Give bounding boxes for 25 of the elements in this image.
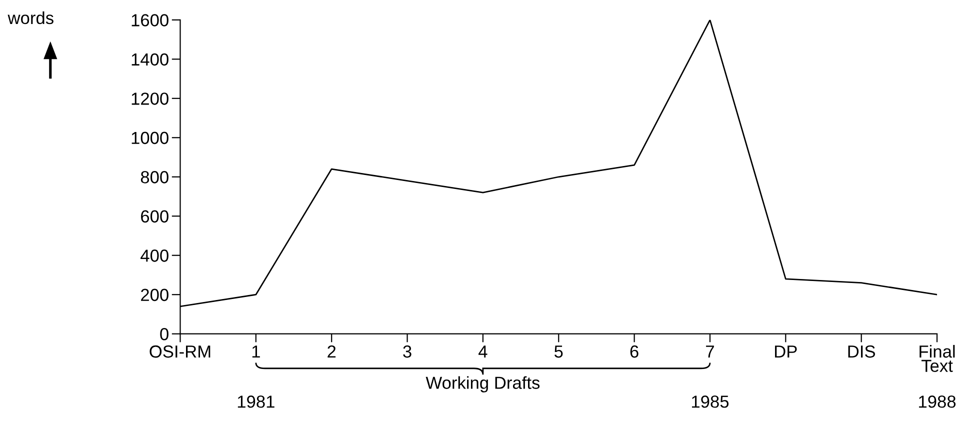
y-tick-label: 1600 bbox=[132, 14, 168, 26]
x-tick-label: 7 bbox=[706, 346, 714, 358]
y-tick-label: 800 bbox=[140, 171, 168, 184]
y-axis-title: words bbox=[8, 11, 54, 24]
x-tick-label: DP bbox=[775, 346, 797, 358]
x-tick-label: 4 bbox=[478, 346, 488, 358]
y-tick-label: 0 bbox=[160, 328, 168, 340]
y-tick-label: 1400 bbox=[132, 53, 168, 66]
text: 1988 bbox=[919, 396, 956, 408]
text: 1981 bbox=[238, 396, 274, 408]
x-tick-label: OSI-RM bbox=[150, 345, 210, 358]
y-tick-label: 400 bbox=[140, 250, 168, 262]
y-tick-label: 600 bbox=[141, 210, 168, 223]
text: Working Drafts bbox=[426, 376, 540, 392]
x-tick-label: DIS bbox=[848, 345, 876, 358]
y-tick-label: 1000 bbox=[132, 132, 168, 144]
x-tick-label: 3 bbox=[403, 345, 412, 358]
x-tick-label: 6 bbox=[630, 345, 638, 358]
x-tick-label: Final Text bbox=[920, 344, 955, 372]
text: 1985 bbox=[692, 396, 729, 408]
x-tick-label: 2 bbox=[328, 345, 336, 358]
x-tick-label: 1 bbox=[252, 346, 260, 358]
y-tick-label: 1200 bbox=[132, 92, 168, 105]
y-tick-label: 200 bbox=[141, 288, 168, 302]
x-tick-label: 5 bbox=[554, 346, 563, 358]
